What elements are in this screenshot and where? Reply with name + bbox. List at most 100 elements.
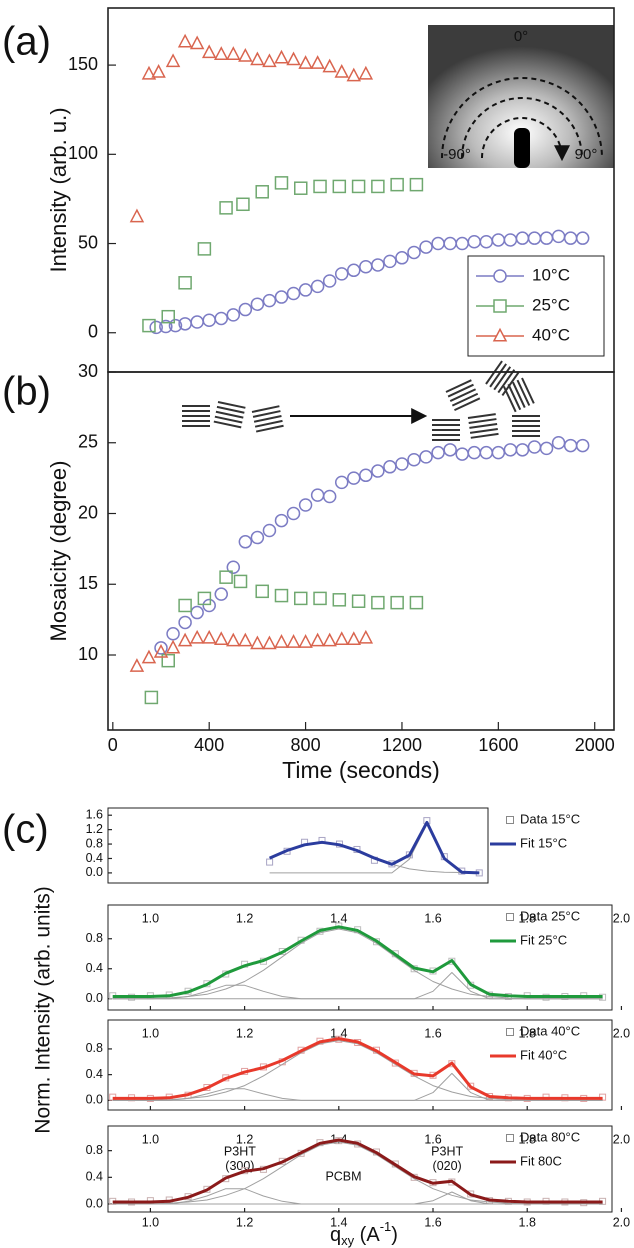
data-point — [262, 523, 277, 538]
data-point — [286, 634, 301, 648]
data-point — [527, 231, 542, 245]
data-point — [142, 318, 156, 333]
data-point — [491, 233, 506, 247]
data-point — [298, 55, 313, 69]
data-point — [407, 245, 421, 260]
data-point — [419, 450, 433, 464]
data-point — [358, 65, 374, 80]
y-axis-label: Norm. Intensity (arb. units) — [32, 886, 55, 1133]
plot-frame — [107, 904, 613, 1011]
data-point — [310, 488, 325, 502]
data-point — [151, 64, 166, 78]
stack — [431, 419, 461, 441]
data-point — [383, 254, 397, 269]
data-point — [575, 438, 590, 453]
data-point — [491, 445, 506, 460]
data-point — [322, 489, 337, 504]
orientation-sketch — [181, 360, 541, 441]
y-tick-label: 0.8 — [86, 1143, 103, 1157]
data-point — [178, 615, 192, 630]
data-point — [383, 460, 397, 474]
panel-label: (b) — [2, 370, 51, 414]
y-tick-label: 0.0 — [86, 865, 103, 879]
y-tick-label: 30 — [78, 361, 98, 381]
data-point — [214, 46, 229, 60]
x-tick-label: 1.2 — [236, 1132, 253, 1146]
legend-label: Fit 40°C — [520, 1047, 567, 1062]
x-tick-label: 0 — [108, 735, 118, 755]
x-tick-label: 2.0 — [613, 911, 630, 925]
data-point — [238, 632, 253, 647]
fit-line — [112, 925, 603, 998]
data-point — [214, 311, 228, 326]
data-point — [274, 634, 289, 648]
x-tick-label: 1.8 — [519, 1132, 536, 1146]
data-point — [274, 49, 289, 64]
data-point — [286, 51, 301, 66]
legend-marker — [493, 299, 507, 313]
component-line — [269, 823, 480, 874]
data-point — [165, 53, 181, 68]
data-point — [334, 267, 349, 281]
data-point — [313, 591, 327, 606]
data-point — [298, 498, 313, 512]
data-point — [214, 631, 229, 645]
legend-label: 25°C — [532, 295, 570, 314]
y-tick-label: 0.8 — [86, 836, 103, 850]
plot-frame — [107, 371, 615, 731]
data-point — [347, 471, 361, 485]
inset-arcs — [441, 77, 603, 158]
data-point — [503, 443, 518, 457]
annotation: P3HT — [224, 1144, 256, 1158]
data-point — [346, 631, 362, 645]
legend-marker — [492, 327, 508, 342]
data-point — [274, 513, 289, 528]
data-point — [575, 231, 590, 245]
data-point — [359, 259, 373, 274]
data-point — [238, 47, 253, 62]
legend-label: 40°C — [532, 325, 570, 344]
data-point — [177, 632, 193, 647]
y-tick-label: 1.2 — [86, 822, 103, 836]
legend-label: Fit 15°C — [520, 835, 567, 850]
y-tick-label: 0.0 — [86, 1196, 103, 1210]
data-point — [332, 593, 347, 607]
y-tick-label: 100 — [68, 143, 98, 163]
data-point — [310, 279, 325, 294]
stack — [181, 405, 211, 427]
fit-line — [112, 1037, 603, 1100]
beamstop — [514, 128, 530, 168]
label-sub: xy — [341, 1233, 355, 1248]
data-point — [322, 58, 337, 73]
data-point — [141, 649, 157, 664]
data-point — [359, 468, 373, 483]
data-point — [266, 858, 274, 866]
data-point — [219, 570, 233, 584]
data-point — [190, 315, 204, 329]
data-point — [197, 591, 212, 606]
data-point — [409, 595, 424, 610]
plot-frame — [107, 1125, 613, 1213]
x-tick-label: 1600 — [478, 735, 518, 755]
stack — [511, 415, 541, 437]
data-point — [226, 560, 241, 575]
panel-label: (c) — [2, 808, 49, 852]
data-point — [178, 276, 192, 290]
y-axis-label: Intensity (arb. u.) — [46, 107, 71, 272]
data-point — [250, 51, 265, 66]
data-point — [294, 181, 308, 195]
x-tick-label: 400 — [194, 735, 224, 755]
data-point — [177, 33, 193, 48]
data-point — [166, 627, 180, 641]
data-point — [255, 185, 269, 199]
data-point — [322, 274, 337, 288]
data-point — [189, 629, 205, 644]
y-tick-label: 1.6 — [86, 808, 103, 822]
component-line — [112, 1191, 603, 1205]
data-point — [255, 584, 269, 599]
inset-label: 0° — [514, 28, 528, 45]
data-point — [332, 179, 347, 194]
y-tick-label: 0.4 — [86, 851, 103, 865]
data-point — [238, 535, 253, 549]
